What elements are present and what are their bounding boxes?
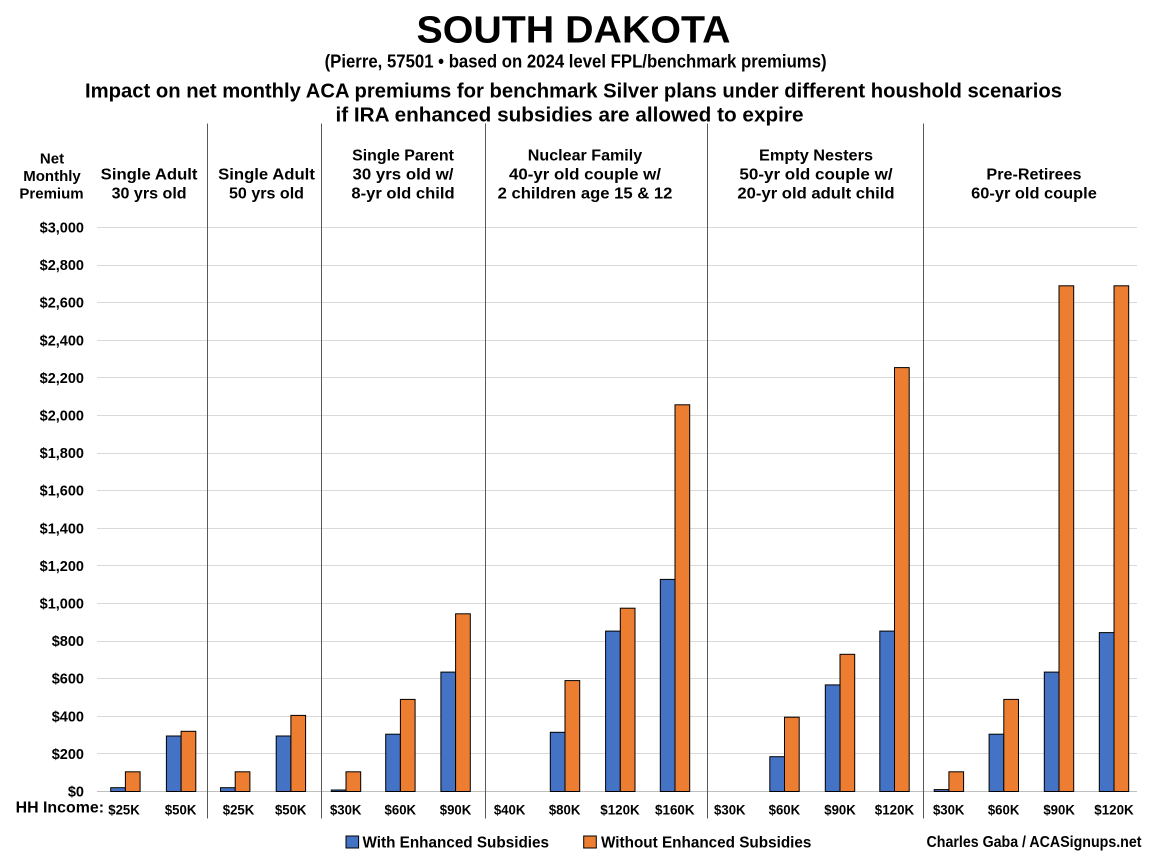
svg-text:$1,200: $1,200	[40, 559, 84, 575]
svg-text:Pre-Retirees: Pre-Retirees	[986, 167, 1081, 184]
svg-text:$2,200: $2,200	[40, 371, 84, 387]
svg-text:$160K: $160K	[655, 802, 695, 818]
svg-text:$120K: $120K	[1094, 802, 1134, 818]
svg-text:$30K: $30K	[714, 802, 746, 818]
svg-text:$30K: $30K	[330, 802, 362, 818]
svg-text:$60K: $60K	[988, 802, 1020, 818]
svg-text:$3,000: $3,000	[40, 221, 84, 237]
svg-text:HH Income:: HH Income:	[16, 800, 104, 817]
svg-text:$1,000: $1,000	[40, 597, 84, 613]
svg-text:Monthly: Monthly	[23, 168, 81, 185]
svg-text:Charles Gaba / ACASignups.net: Charles Gaba / ACASignups.net	[927, 834, 1143, 851]
svg-text:30 yrs old: 30 yrs old	[112, 185, 187, 202]
svg-text:Nuclear Family: Nuclear Family	[528, 148, 643, 165]
svg-text:$25K: $25K	[108, 802, 140, 818]
svg-text:$1,400: $1,400	[40, 521, 84, 537]
svg-text:$50K: $50K	[275, 802, 307, 818]
svg-text:50-yr old couple w/: 50-yr old couple w/	[739, 167, 893, 184]
svg-text:$60K: $60K	[769, 802, 801, 818]
svg-text:Without Enhanced Subsidies: Without Enhanced Subsidies	[601, 835, 811, 852]
svg-text:$60K: $60K	[385, 802, 417, 818]
svg-text:$40K: $40K	[494, 802, 526, 818]
svg-text:$50K: $50K	[165, 802, 197, 818]
svg-text:$120K: $120K	[875, 802, 915, 818]
svg-text:Single Adult: Single Adult	[218, 167, 315, 184]
svg-text:$200: $200	[52, 747, 84, 763]
svg-text:2 children age 15 & 12: 2 children age 15 & 12	[498, 185, 673, 202]
svg-text:With Enhanced Subsidies: With Enhanced Subsidies	[363, 835, 550, 852]
svg-text:$90K: $90K	[440, 802, 472, 818]
svg-text:SOUTH DAKOTA: SOUTH DAKOTA	[417, 10, 731, 52]
svg-text:Single Adult: Single Adult	[101, 167, 198, 184]
svg-text:$90K: $90K	[1043, 802, 1075, 818]
svg-text:$120K: $120K	[600, 802, 640, 818]
svg-text:40-yr old couple w/: 40-yr old couple w/	[509, 167, 662, 184]
svg-text:$1,800: $1,800	[40, 446, 84, 462]
svg-text:$400: $400	[52, 709, 84, 725]
svg-text:$2,400: $2,400	[40, 333, 84, 349]
svg-text:$30K: $30K	[933, 802, 965, 818]
svg-text:$800: $800	[52, 634, 84, 650]
svg-text:$2,600: $2,600	[40, 296, 84, 312]
svg-text:Empty Nesters: Empty Nesters	[759, 148, 873, 165]
svg-text:Single Parent: Single Parent	[352, 148, 454, 165]
svg-text:30 yrs old w/: 30 yrs old w/	[353, 167, 455, 184]
svg-text:if IRA enhanced subsidies are: if IRA enhanced subsidies are allowed to…	[336, 104, 804, 126]
svg-text:$90K: $90K	[824, 802, 856, 818]
svg-text:8-yr old child: 8-yr old child	[351, 185, 454, 202]
svg-text:$80K: $80K	[549, 802, 581, 818]
svg-text:$25K: $25K	[223, 802, 255, 818]
svg-text:$1,600: $1,600	[40, 484, 84, 500]
svg-text:60-yr old couple: 60-yr old couple	[971, 185, 1097, 202]
svg-text:$600: $600	[52, 672, 84, 688]
svg-text:50 yrs old: 50 yrs old	[229, 185, 304, 202]
svg-text:$2,800: $2,800	[40, 258, 84, 274]
svg-text:Premium: Premium	[19, 186, 83, 203]
svg-text:$2,000: $2,000	[40, 409, 84, 425]
svg-text:20-yr old adult child: 20-yr old adult child	[737, 185, 894, 202]
svg-text:Net: Net	[40, 151, 64, 168]
svg-text:Impact on net monthly ACA prem: Impact on net monthly ACA premiums for b…	[85, 81, 1062, 103]
svg-text:(Pierre, 57501 • based on 2024: (Pierre, 57501 • based on 2024 level FPL…	[325, 52, 827, 72]
svg-text:$0: $0	[68, 785, 84, 801]
